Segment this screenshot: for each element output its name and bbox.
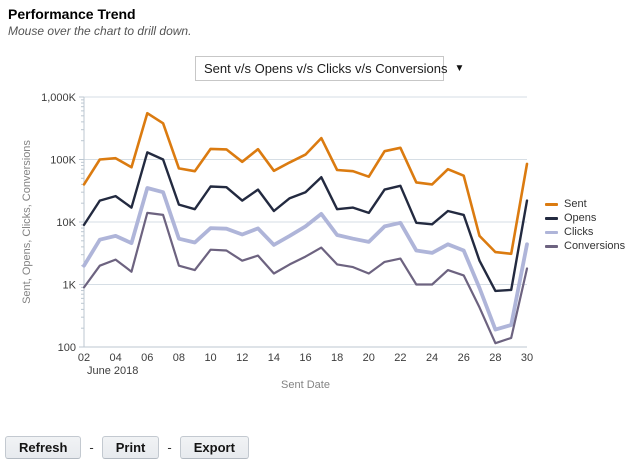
gridlines [84, 96, 527, 348]
legend-swatch-opens [545, 216, 558, 220]
button-separator: - [89, 440, 94, 455]
series-line-clicks [82, 186, 529, 332]
legend-item-conversions: Conversions [545, 239, 625, 253]
svg-text:Sent Date: Sent Date [281, 379, 330, 391]
legend-swatch-conversions [545, 244, 558, 248]
refresh-button[interactable]: Refresh [5, 436, 82, 459]
svg-text:24: 24 [426, 352, 438, 364]
chevron-down-icon: ▼ [454, 63, 465, 74]
legend-label-sent: Sent [564, 198, 587, 210]
svg-text:02: 02 [78, 352, 90, 364]
legend-swatch-clicks [545, 230, 558, 234]
series-line-conversions [82, 211, 529, 345]
svg-text:14: 14 [268, 352, 280, 364]
svg-text:06: 06 [141, 352, 153, 364]
svg-text:12: 12 [236, 352, 248, 364]
series-line-opens [82, 151, 529, 293]
svg-text:1,000K: 1,000K [41, 92, 77, 104]
svg-text:100: 100 [58, 342, 76, 354]
action-bar: Refresh - Print - Export [5, 436, 249, 459]
series-line-sent [82, 111, 529, 256]
svg-text:26: 26 [458, 352, 470, 364]
svg-text:1K: 1K [63, 280, 77, 292]
print-button[interactable]: Print [101, 436, 160, 459]
svg-text:18: 18 [331, 352, 343, 364]
legend-label-clicks: Clicks [564, 226, 594, 238]
svg-text:100K: 100K [50, 155, 76, 167]
legend-item-clicks: Clicks [545, 225, 625, 239]
svg-text:20: 20 [363, 352, 375, 364]
legend-label-opens: Opens [564, 212, 597, 224]
legend-swatch-sent [545, 202, 558, 206]
svg-text:30: 30 [521, 352, 533, 364]
series-lines [82, 111, 529, 345]
chart-legend: Sent Opens Clicks Conversions [545, 197, 625, 253]
metric-selector-dropdown[interactable]: Sent v/s Opens v/s Clicks v/s Conversion… [195, 56, 464, 81]
legend-label-conversions: Conversions [564, 240, 626, 252]
svg-text:16: 16 [299, 352, 311, 364]
metric-selector-value: Sent v/s Opens v/s Clicks v/s Conversion… [204, 61, 448, 76]
x-axis-labels: 02 04 06 08 10 12 14 16 18 20 22 24 26 28 30 June 2018 S… [78, 352, 533, 391]
svg-text:08: 08 [173, 352, 185, 364]
button-separator: - [167, 440, 172, 455]
svg-text:10K: 10K [56, 217, 76, 229]
svg-text:June 2018: June 2018 [87, 365, 138, 377]
legend-item-sent: Sent [545, 197, 625, 211]
svg-text:22: 22 [394, 352, 406, 364]
svg-text:10: 10 [204, 352, 216, 364]
y-axis-title: Sent, Opens, Clicks, Conversions [21, 140, 33, 304]
page-title: Performance Trend [8, 6, 136, 22]
svg-text:28: 28 [489, 352, 501, 364]
y-axis-labels: 1,000K 100K 10K 1K 100 [41, 92, 77, 354]
y-axis-ticks [79, 96, 85, 348]
svg-text:04: 04 [110, 352, 122, 364]
chart-area: 1,000K 100K 10K 1K 100 02 04 06 08 10 12 14 16 18 20 22… [0, 80, 634, 400]
export-button[interactable]: Export [179, 436, 249, 459]
page-subtitle: Mouse over the chart to drill down. [8, 24, 192, 38]
legend-item-opens: Opens [545, 211, 625, 225]
